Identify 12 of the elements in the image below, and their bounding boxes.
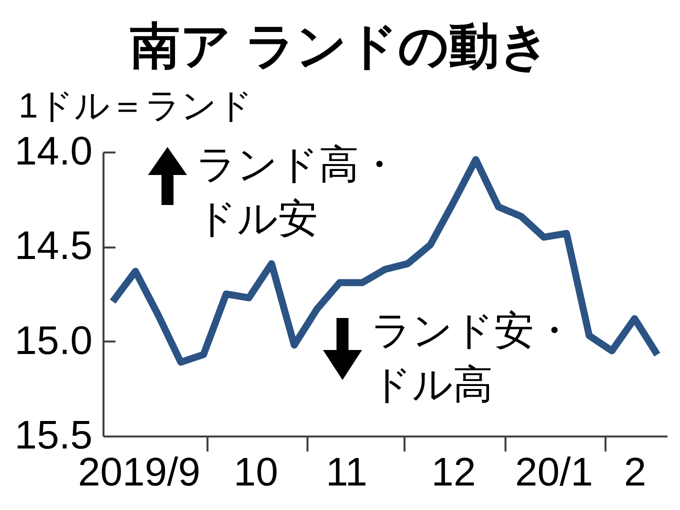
annotation: ランド高・ドル安 [196, 143, 399, 241]
y-axis-title: 1ドル＝ランド [18, 86, 253, 126]
y-tick-label: 15.0 [14, 318, 92, 363]
y-tick-label: 14.0 [14, 130, 92, 174]
x-tick-label: 11 [326, 450, 368, 494]
chart-title: 南ア ランドの動き [130, 18, 550, 74]
x-tick-label: 20/1 [515, 450, 593, 494]
y-tick-label: 14.5 [14, 224, 92, 268]
x-tick-label: 2 [624, 450, 646, 494]
x-tick-label: 10 [234, 450, 278, 494]
x-tick-label: 12 [431, 450, 476, 494]
annotation: ランド安・ドル高 [371, 309, 574, 407]
